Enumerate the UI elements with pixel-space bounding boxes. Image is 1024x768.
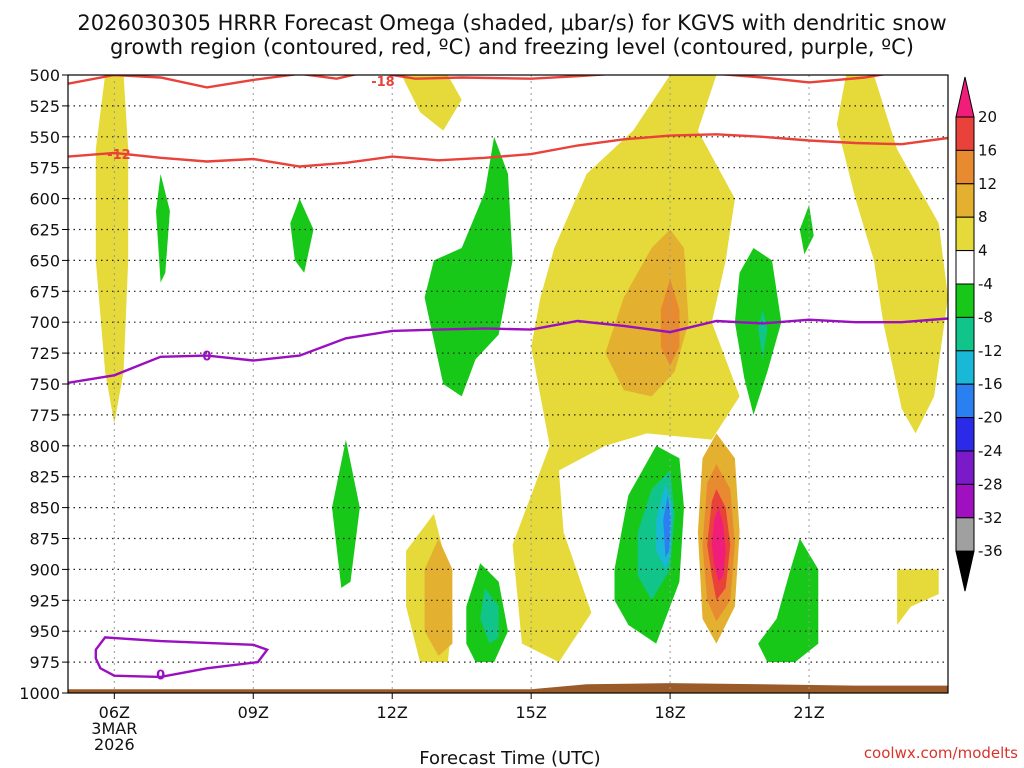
y-tick-label-625: 625 [29, 221, 60, 240]
omega-region-1 [401, 75, 462, 131]
colorbar-box-12 [955, 517, 975, 552]
omega-region-3 [836, 75, 948, 434]
colorbar-bottom-arrow [955, 550, 975, 592]
omega-region-12 [711, 507, 726, 582]
y-tick-label-700: 700 [29, 313, 60, 332]
y-tick-label-850: 850 [29, 499, 60, 518]
colorbar-box-3 [955, 216, 975, 252]
axes: 500 525 550 575 600 625 650 675 700 725 750 775 800 8… [19, 66, 949, 754]
contour-label-0: -18 [371, 75, 395, 90]
colorbar-label-1: 16 [978, 141, 997, 159]
plot-area: -18 -12 0 0 [68, 75, 948, 693]
colorbar-label-5: -4 [978, 275, 993, 293]
y-tick-label-725: 725 [29, 344, 60, 363]
y-tick-label-500: 500 [29, 66, 60, 85]
terrain-surface [68, 683, 948, 693]
y-tick-label-900: 900 [29, 560, 60, 579]
y-tick-label-550: 550 [29, 128, 60, 147]
y-tick-label-825: 825 [29, 468, 60, 487]
colorbar-box-4 [955, 250, 975, 285]
y-tick-label-575: 575 [29, 159, 60, 178]
colorbar-label-8: -16 [978, 375, 1003, 393]
colorbar-box-6 [955, 316, 975, 352]
y-tick-label-975: 975 [29, 653, 60, 672]
y-tick-label-675: 675 [29, 282, 60, 301]
omega-region-15 [424, 136, 513, 397]
omega-region-23 [480, 587, 499, 644]
colorbar-label-4: 4 [978, 242, 988, 260]
freezing-level-loop [94, 636, 270, 679]
date-label-0: 3MAR [91, 719, 137, 738]
x-tick-label-21Z: 21Z [793, 703, 824, 722]
omega-region-7 [424, 538, 453, 656]
colorbar-box-0 [955, 116, 975, 151]
chart-title: 2026030305 HRRR Forecast Omega (shaded, … [77, 11, 946, 59]
colorbar: 20 16 12 8 4 -4 -8 -12 -16 -20 -24 -28 -32 -36 [955, 76, 1003, 592]
omega-region-13 [156, 173, 170, 283]
x-tick-label-06Z: 06Z [99, 703, 130, 722]
x-axis-title: Forecast Time (UTC) [419, 748, 600, 768]
credit-label: coolwx.com/modelts [864, 744, 1018, 762]
colorbar-box-9 [955, 417, 975, 452]
colorbar-box-1 [955, 149, 975, 185]
x-tick-label-12Z: 12Z [377, 703, 408, 722]
contour-line-0 [68, 75, 887, 89]
contour-label-1: -12 [107, 148, 131, 163]
omega-region-0 [95, 75, 129, 424]
colorbar-label-13: -36 [978, 542, 1003, 560]
omega-region-19 [734, 248, 782, 415]
y-tick-label-600: 600 [29, 190, 60, 209]
plot-content: -18 -12 0 0 [68, 75, 948, 693]
contour-line-2 [68, 317, 948, 384]
x-tick-label-09Z: 09Z [238, 703, 269, 722]
colorbar-label-6: -8 [978, 308, 993, 326]
contour-label-2: 0 [202, 350, 211, 365]
x-tick-label-18Z: 18Z [654, 703, 685, 722]
colorbar-box-2 [955, 183, 975, 218]
colorbar-label-12: -32 [978, 509, 1003, 527]
y-tick-label-650: 650 [29, 251, 60, 270]
colorbar-box-10 [955, 450, 975, 485]
colorbar-label-11: -28 [978, 475, 1003, 493]
y-tick-label-750: 750 [29, 375, 60, 394]
x-tick-label-15Z: 15Z [515, 703, 546, 722]
colorbar-top-arrow [955, 76, 975, 118]
colorbar-label-2: 12 [978, 175, 997, 193]
colorbar-box-11 [955, 483, 975, 519]
y-tick-label-775: 775 [29, 406, 60, 425]
colorbar-label-9: -20 [978, 409, 1003, 427]
colorbar-box-5 [955, 283, 975, 318]
y-tick-label-525: 525 [29, 97, 60, 116]
colorbar-box-8 [955, 383, 975, 419]
y-tick-label-950: 950 [29, 622, 60, 641]
omega-region-21 [799, 204, 814, 255]
contour-line-1 [68, 133, 948, 168]
freezing-level-loop-label: 0 [156, 668, 165, 683]
y-tick-label-800: 800 [29, 437, 60, 456]
date-label-1: 2026 [94, 735, 135, 754]
omega-region-14 [290, 198, 314, 273]
chart-title-line-2: growth region (contoured, red, ºC) and f… [110, 35, 914, 59]
colorbar-label-10: -24 [978, 442, 1003, 460]
y-tick-label-875: 875 [29, 530, 60, 549]
chart-title-line-1: 2026030305 HRRR Forecast Omega (shaded, … [77, 11, 946, 35]
colorbar-box-7 [955, 350, 975, 385]
colorbar-label-3: 8 [978, 208, 988, 226]
y-tick-label-1000: 1000 [19, 684, 60, 703]
colorbar-label-0: 20 [978, 108, 997, 126]
colorbar-label-7: -12 [978, 342, 1003, 360]
omega-region-26 [663, 495, 671, 557]
y-tick-label-925: 925 [29, 591, 60, 610]
omega-region-5 [897, 569, 939, 625]
